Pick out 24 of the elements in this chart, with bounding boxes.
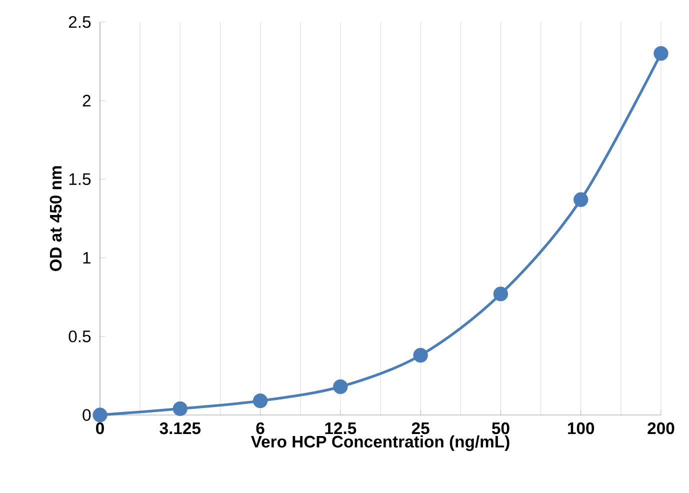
x-tick-label: 0	[96, 422, 104, 434]
point	[654, 46, 668, 61]
y-tick-label: 2	[82, 94, 90, 106]
point	[92, 408, 108, 422]
point	[172, 401, 188, 416]
x-tick-label: 12.5	[325, 422, 356, 434]
y-tick-label: 1.5	[69, 173, 91, 186]
x-tick-label: 25	[412, 422, 430, 434]
y-tick-label: 2.5	[68, 16, 91, 28]
x-tick-label: 200	[648, 422, 674, 434]
y-axis-title: OD at 450 nm	[50, 166, 62, 272]
x-tick-label: 50	[492, 422, 510, 434]
x-tick-label: 6	[256, 422, 264, 434]
x-tick-label: 3.125	[160, 422, 201, 434]
point	[493, 286, 508, 302]
point	[252, 394, 268, 408]
point	[574, 192, 588, 207]
point	[333, 379, 348, 394]
x-tick-label: 100	[568, 422, 594, 434]
x-axis-title: Vero HCP Concentration (ng/mL)	[250, 435, 510, 451]
y-tick-label: 0.5	[68, 330, 91, 342]
point	[413, 348, 428, 363]
y-tick-label: 0	[82, 409, 91, 421]
y-tick-label: 1	[83, 252, 90, 264]
